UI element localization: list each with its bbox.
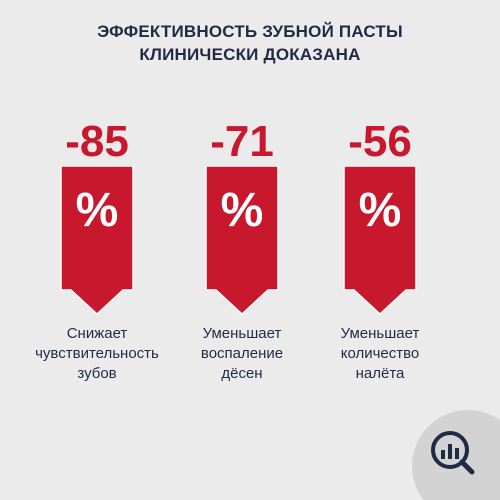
stat-value: -71 (210, 117, 274, 166)
search-chart-icon (431, 431, 475, 475)
search-badge (412, 410, 500, 500)
stat-caption: Снижает чувствительность зубов (22, 324, 172, 384)
caption-line: воспаление (200, 345, 284, 362)
stat-sensitivity: -85 % Снижает чувствительность зубов (22, 118, 172, 384)
title-line-1: ЭФФЕКТИВНОСТЬ ЗУБНОЙ ПАСТЫ (97, 22, 403, 41)
down-arrow-icon: % (60, 166, 134, 316)
caption-line: Уменьшает (202, 325, 282, 342)
stat-caption: Уменьшает воспаление дёсен (167, 324, 317, 384)
page-title: ЭФФЕКТИВНОСТЬ ЗУБНОЙ ПАСТЫ КЛИНИЧЕСКИ ДО… (0, 20, 500, 66)
stat-caption: Уменьшает количество налёта (305, 324, 455, 384)
percent-sign: % (221, 184, 264, 237)
stat-inflammation: -71 % Уменьшает воспаление дёсен (167, 118, 317, 384)
caption-line: зубов (77, 365, 117, 382)
down-arrow-icon: % (205, 166, 279, 316)
caption-line: налёта (355, 365, 405, 382)
title-line-2: КЛИНИЧЕСКИ ДОКАЗАНА (139, 45, 361, 64)
stat-value: -56 (348, 117, 412, 166)
caption-line: Уменьшает (340, 325, 420, 342)
percent-sign: % (359, 184, 402, 237)
caption-line: чувствительность (35, 345, 159, 362)
down-arrow-icon: % (343, 166, 417, 316)
stat-plaque: -56 % Уменьшает количество налёта (305, 118, 455, 384)
percent-sign: % (76, 184, 119, 237)
caption-line: количество (340, 345, 420, 362)
caption-line: Снижает (66, 325, 128, 342)
caption-line: дёсен (221, 365, 263, 382)
stat-value: -85 (65, 117, 129, 166)
